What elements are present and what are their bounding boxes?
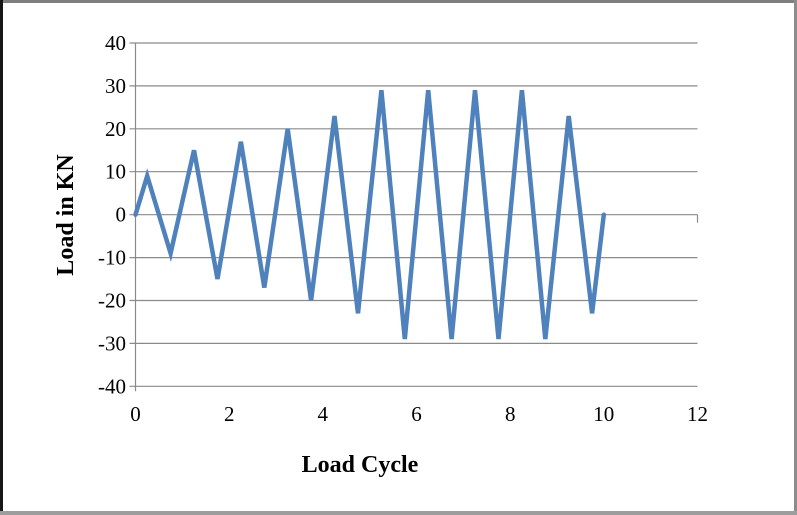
x-tick-label: 6 [411,402,422,426]
x-tick-label: 12 [687,402,708,426]
x-tick-label: 0 [130,402,141,426]
frame-border-left [0,0,3,515]
y-tick-label: -10 [98,246,126,270]
y-tick-label: 0 [116,203,127,227]
y-tick-label: 40 [105,31,126,55]
frame-border-bottom [0,511,797,515]
x-tick-label: 10 [593,402,614,426]
x-tick-label: 2 [224,402,235,426]
y-axis-title: Load in KN [53,154,79,276]
x-axis-title: Load Cycle [301,452,419,478]
y-tick-label: -40 [98,374,126,398]
y-tick-label: 20 [105,117,126,141]
frame-border-top [0,0,797,3]
y-tick-label: -30 [98,331,126,355]
x-tick-label: 8 [505,402,516,426]
y-tick-label: -20 [98,289,126,313]
frame-border-right [794,0,797,515]
y-tick-label: 30 [105,74,126,98]
x-tick-label: 4 [318,402,329,426]
series-line [133,89,607,340]
y-tick-label: 10 [105,160,126,184]
